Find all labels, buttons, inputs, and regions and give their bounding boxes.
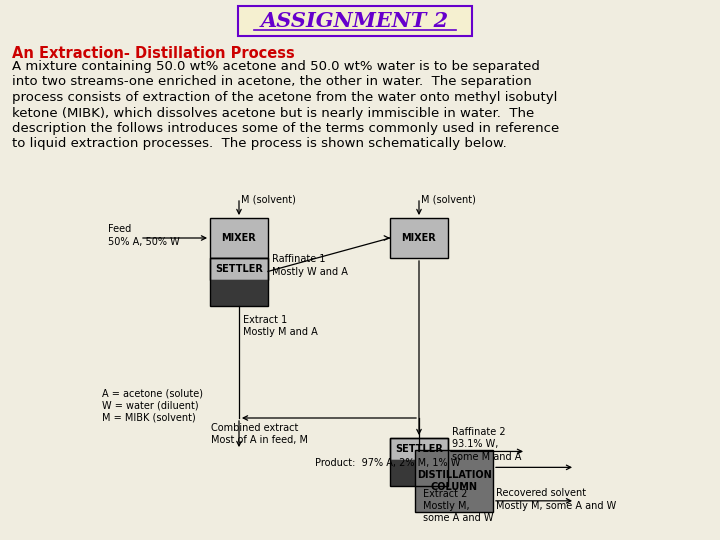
Text: into two streams-one enriched in acetone, the other in water.  The separation: into two streams-one enriched in acetone… (12, 76, 532, 89)
Text: Combined extract: Combined extract (211, 423, 298, 433)
Text: Mostly M, some A and W: Mostly M, some A and W (496, 501, 616, 511)
Bar (210, 258, 268, 280)
Text: An Extraction- Distillation Process: An Extraction- Distillation Process (12, 46, 294, 61)
Text: 50% A, 50% W: 50% A, 50% W (108, 237, 180, 247)
Text: to liquid extraction processes.  The process is shown schematically below.: to liquid extraction processes. The proc… (12, 138, 507, 151)
Text: ketone (MIBK), which dissolves acetone but is nearly immiscible in water.  The: ketone (MIBK), which dissolves acetone b… (12, 106, 534, 119)
Text: description the follows introduces some of the terms commonly used in reference: description the follows introduces some … (12, 122, 559, 135)
Text: MIXER: MIXER (222, 233, 256, 243)
Bar (210, 218, 268, 258)
Text: M (solvent): M (solvent) (241, 195, 296, 205)
Bar (390, 438, 448, 486)
Text: Feed: Feed (108, 224, 131, 234)
Text: SETTLER: SETTLER (215, 264, 263, 274)
Text: MIXER: MIXER (402, 233, 436, 243)
Text: SETTLER: SETTLER (395, 444, 443, 454)
Bar (238, 6, 472, 36)
Text: DISTILLATION
COLUMN: DISTILLATION COLUMN (417, 470, 491, 492)
Bar (210, 258, 268, 306)
Text: Most of A in feed, M: Most of A in feed, M (211, 435, 308, 445)
Text: Product:  97% A, 2% M, 1% W: Product: 97% A, 2% M, 1% W (315, 458, 460, 468)
Bar (390, 438, 448, 460)
Bar (210, 280, 268, 306)
Text: Mostly M,: Mostly M, (423, 501, 469, 511)
Text: Extract 1: Extract 1 (243, 315, 287, 325)
Bar (415, 450, 493, 512)
Text: A = acetone (solute): A = acetone (solute) (102, 388, 203, 398)
Text: Mostly W and A: Mostly W and A (272, 267, 348, 278)
Text: Extract 2: Extract 2 (423, 489, 467, 499)
Text: some A and W: some A and W (423, 513, 493, 523)
Text: M (solvent): M (solvent) (421, 195, 476, 205)
Text: Raffinate 1: Raffinate 1 (272, 254, 325, 265)
Text: some M and A: some M and A (452, 453, 521, 462)
Text: process consists of extraction of the acetone from the water onto methyl isobuty: process consists of extraction of the ac… (12, 91, 557, 104)
Bar (390, 460, 448, 486)
Text: A mixture containing 50.0 wt% acetone and 50.0 wt% water is to be separated: A mixture containing 50.0 wt% acetone an… (12, 60, 540, 73)
Bar (390, 218, 448, 258)
Text: Raffinate 2: Raffinate 2 (452, 428, 505, 437)
Text: M = MIBK (solvent): M = MIBK (solvent) (102, 412, 196, 422)
Text: W = water (diluent): W = water (diluent) (102, 400, 199, 410)
Text: 93.1% W,: 93.1% W, (452, 440, 498, 449)
Text: ASSIGNMENT 2: ASSIGNMENT 2 (261, 11, 449, 31)
Text: Recovered solvent: Recovered solvent (496, 488, 586, 498)
Text: Mostly M and A: Mostly M and A (243, 327, 318, 337)
